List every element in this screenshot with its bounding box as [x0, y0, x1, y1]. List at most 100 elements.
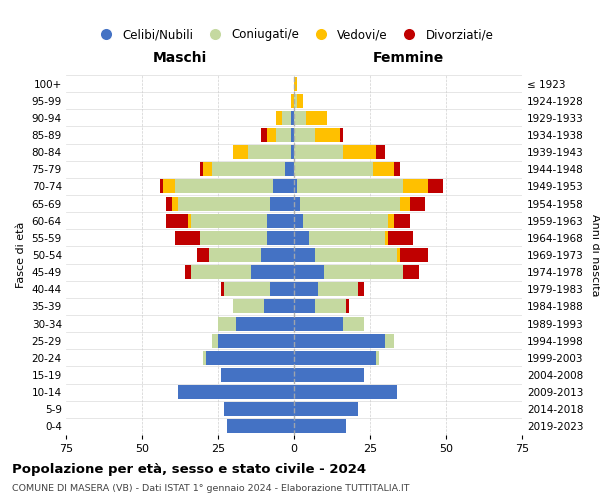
Text: Femmine: Femmine — [373, 50, 443, 64]
Bar — [315, 300, 346, 314]
Bar — [294, 231, 309, 245]
Text: COMUNE DI MASERA (VB) - Dati ISTAT 1° gennaio 2024 - Elaborazione TUTTITALIA.IT: COMUNE DI MASERA (VB) - Dati ISTAT 1° ge… — [12, 484, 409, 493]
Bar — [291, 145, 294, 159]
Bar — [285, 162, 294, 176]
Bar — [397, 248, 400, 262]
Bar — [260, 128, 266, 142]
Bar — [276, 111, 282, 125]
Bar — [269, 282, 294, 296]
Bar — [266, 128, 276, 142]
Bar — [172, 196, 178, 210]
Bar — [178, 196, 269, 210]
Text: Popolazione per età, sesso e stato civile - 2024: Popolazione per età, sesso e stato civil… — [12, 462, 366, 475]
Bar — [294, 300, 315, 314]
Bar — [276, 128, 291, 142]
Bar — [203, 162, 212, 176]
Bar — [221, 368, 294, 382]
Bar — [294, 196, 300, 210]
Bar — [185, 265, 191, 279]
Bar — [166, 214, 188, 228]
Bar — [294, 334, 385, 347]
Bar — [294, 385, 397, 399]
Bar — [358, 282, 364, 296]
Bar — [294, 248, 315, 262]
Bar — [394, 214, 410, 228]
Bar — [309, 231, 385, 245]
Bar — [233, 300, 263, 314]
Bar — [269, 196, 294, 210]
Bar — [224, 282, 269, 296]
Bar — [294, 76, 297, 90]
Bar — [400, 248, 428, 262]
Bar — [266, 231, 294, 245]
Bar — [300, 196, 400, 210]
Y-axis label: Fasce di età: Fasce di età — [16, 222, 26, 288]
Bar — [227, 420, 294, 434]
Bar — [175, 180, 273, 194]
Bar — [319, 282, 358, 296]
Bar — [160, 180, 163, 194]
Bar — [163, 180, 175, 194]
Bar — [263, 300, 294, 314]
Bar — [291, 94, 294, 108]
Bar — [315, 248, 397, 262]
Bar — [236, 316, 294, 330]
Bar — [297, 180, 403, 194]
Bar — [373, 162, 394, 176]
Bar — [294, 111, 306, 125]
Bar — [248, 145, 291, 159]
Bar — [294, 214, 303, 228]
Bar — [403, 265, 419, 279]
Bar — [376, 351, 379, 365]
Bar — [294, 351, 376, 365]
Y-axis label: Anni di nascita: Anni di nascita — [590, 214, 600, 296]
Bar — [403, 180, 428, 194]
Bar — [209, 248, 260, 262]
Bar — [394, 162, 400, 176]
Bar — [197, 248, 209, 262]
Bar — [340, 128, 343, 142]
Bar — [203, 351, 206, 365]
Bar — [343, 316, 364, 330]
Bar — [294, 265, 325, 279]
Bar — [166, 196, 172, 210]
Bar — [191, 265, 251, 279]
Bar — [343, 145, 376, 159]
Text: Maschi: Maschi — [153, 50, 207, 64]
Bar — [294, 180, 297, 194]
Bar — [294, 368, 364, 382]
Bar — [224, 402, 294, 416]
Bar — [291, 128, 294, 142]
Bar — [376, 145, 385, 159]
Bar — [206, 351, 294, 365]
Bar — [218, 316, 236, 330]
Bar — [212, 334, 218, 347]
Bar — [200, 162, 203, 176]
Bar — [251, 265, 294, 279]
Bar — [218, 334, 294, 347]
Bar — [294, 402, 358, 416]
Bar — [266, 214, 294, 228]
Bar — [200, 231, 266, 245]
Bar — [294, 162, 373, 176]
Bar — [294, 94, 297, 108]
Bar — [273, 180, 294, 194]
Bar — [188, 214, 191, 228]
Bar — [294, 145, 343, 159]
Bar — [315, 128, 340, 142]
Bar — [294, 128, 315, 142]
Bar — [428, 180, 443, 194]
Bar — [294, 420, 346, 434]
Legend: Celibi/Nubili, Coniugati/e, Vedovi/e, Divorziati/e: Celibi/Nubili, Coniugati/e, Vedovi/e, Di… — [90, 24, 498, 46]
Bar — [297, 94, 303, 108]
Bar — [212, 162, 285, 176]
Bar — [388, 214, 394, 228]
Bar — [294, 282, 319, 296]
Bar — [191, 214, 266, 228]
Bar — [385, 334, 394, 347]
Bar — [385, 231, 388, 245]
Bar — [175, 231, 200, 245]
Bar — [260, 248, 294, 262]
Bar — [325, 265, 403, 279]
Bar — [233, 145, 248, 159]
